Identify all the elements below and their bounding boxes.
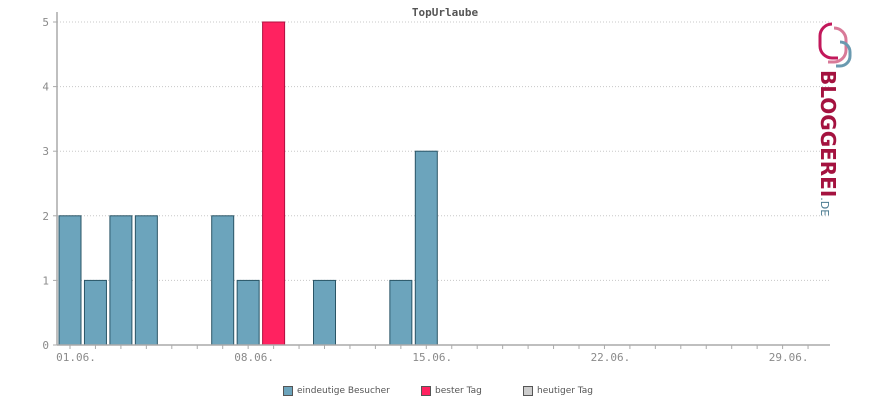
x-tick-label: 15.06. xyxy=(412,351,452,364)
bar xyxy=(389,279,413,346)
grid-lines xyxy=(53,21,830,346)
legend-item-best-day: bester Tag xyxy=(421,386,482,396)
logo-main-text: BLOGGEREI xyxy=(816,70,840,198)
x-tick-label: 08.06. xyxy=(234,351,274,364)
legend-label-today: heutiger Tag xyxy=(537,386,594,396)
bar xyxy=(313,279,336,346)
bar xyxy=(58,215,82,346)
x-tick-label: 22.06. xyxy=(591,351,631,364)
legend-swatch-best-day xyxy=(421,386,431,396)
y-tick-label: 5 xyxy=(42,16,49,29)
legend-label-best-day: bester Tag xyxy=(435,386,482,396)
bar xyxy=(83,279,107,346)
legend-item-visitors: eindeutige Besucher xyxy=(283,386,390,396)
chart-title: TopUrlaube xyxy=(412,6,479,19)
legend-swatch-today xyxy=(523,386,533,396)
bar xyxy=(236,279,260,346)
chart: TopUrlaube 0 1 2 3 4 5 01.06. 08.06. 15.06. 22.0… xyxy=(42,6,830,364)
x-tick-label: 29.06. xyxy=(769,351,809,364)
legend: eindeutige Besucher bester Tag heutiger … xyxy=(0,384,870,400)
y-tick-label: 0 xyxy=(42,339,49,352)
bloggerei-logo: BLOGGEREI.DE xyxy=(812,18,870,218)
bar xyxy=(262,21,286,346)
logo-text: BLOGGEREI.DE xyxy=(816,70,840,230)
legend-item-today: heutiger Tag xyxy=(523,386,593,396)
y-tick-label: 1 xyxy=(42,274,49,287)
logo-icon xyxy=(818,22,852,68)
legend-label-visitors: eindeutige Besucher xyxy=(297,386,390,396)
bar xyxy=(211,215,235,346)
bar xyxy=(414,150,438,346)
x-tick-label: 01.06. xyxy=(56,351,96,364)
axes xyxy=(56,12,830,349)
y-tick-label: 2 xyxy=(42,210,49,223)
y-tick-labels: 0 1 2 3 4 5 xyxy=(42,16,49,352)
x-tick-labels: 01.06. 08.06. 15.06. 22.06. 29.06. xyxy=(56,351,808,364)
logo-suffix-text: .DE xyxy=(818,197,831,217)
y-tick-label: 3 xyxy=(42,145,49,158)
bar xyxy=(134,215,158,346)
bar xyxy=(109,215,133,346)
legend-swatch-visitors xyxy=(283,386,293,396)
bars xyxy=(58,21,438,346)
y-tick-label: 4 xyxy=(42,81,49,94)
